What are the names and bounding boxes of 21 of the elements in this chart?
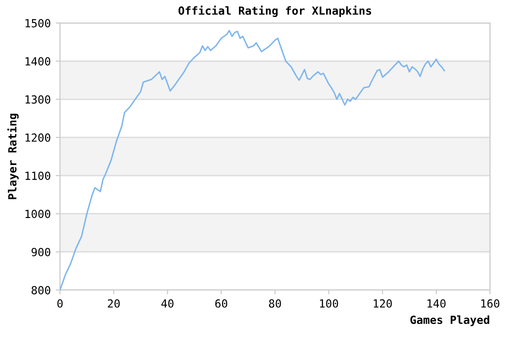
y-tick-label: 1200: [26, 133, 50, 142]
x-tick-label: 80: [269, 299, 281, 308]
x-tick-label: 140: [428, 299, 446, 308]
x-tick-label: 60: [215, 299, 228, 308]
y-tick-label: 1400: [26, 57, 50, 66]
x-tick-label: 20: [108, 299, 120, 308]
y-axis-title: Player Rating: [7, 114, 19, 200]
x-tick-label: 0: [57, 299, 63, 308]
y-tick-label: 1000: [26, 210, 50, 218]
chart-title: Official Rating for XLnapkins: [178, 6, 372, 17]
x-tick-label: 40: [161, 299, 174, 308]
y-tick-label: 1300: [26, 95, 50, 104]
x-axis-title: Games Played: [410, 315, 490, 326]
line-series: [60, 30, 446, 290]
x-tick-label: 100: [320, 299, 338, 308]
x-tick-label: 120: [374, 299, 392, 308]
y-tick-label: 1100: [26, 172, 50, 180]
y-tick-label: 900: [32, 248, 50, 256]
y-tick-label: 800: [32, 286, 50, 294]
y-tick-label: 1500: [26, 19, 50, 28]
x-tick-label: 160: [481, 299, 500, 308]
